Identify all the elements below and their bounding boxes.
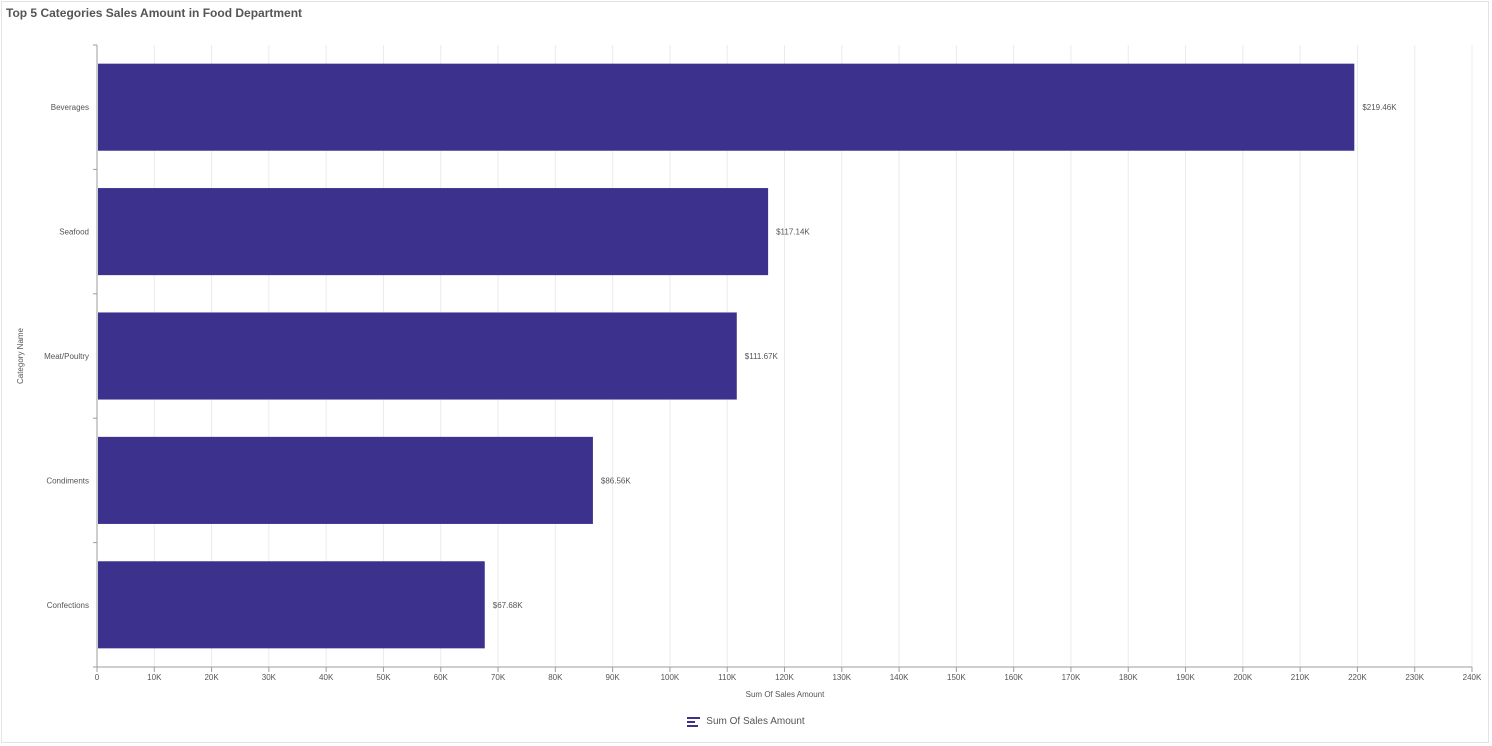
x-tick-label: 50K [376,673,391,682]
x-tick-label: 100K [661,673,680,682]
x-tick-label: 200K [1233,673,1252,682]
bars-layer [98,63,1355,649]
legend[interactable]: Sum Of Sales Amount [0,716,1492,727]
x-tick-label: 0 [95,673,100,682]
data-label: $111.67K [745,352,779,361]
bar [98,436,593,524]
category-label: Meat/Poultry [44,352,89,361]
x-tick-label: 120K [775,673,794,682]
y-axis-title: Category Name [16,327,25,384]
x-tick-label: 10K [147,673,162,682]
x-tick-label: 30K [262,673,277,682]
category-label: Confections [47,601,89,610]
x-tick-label: 70K [491,673,506,682]
bar [98,312,737,400]
x-tick-label: 220K [1348,673,1367,682]
axis-layer: 0 10K 20K 30K 40K 50K 60K 70K 80K 90K 100K 110K 120K… [93,44,1482,682]
bar [98,188,769,276]
x-tick-label: 20K [204,673,219,682]
x-tick-label: 60K [434,673,449,682]
x-tick-label: 40K [319,673,334,682]
x-tick-label: 160K [1004,673,1023,682]
category-label: Seafood [59,228,89,237]
x-tick-label: 240K [1463,673,1482,682]
bar [98,561,485,649]
bar-series-icon [687,716,701,727]
bar-chart: 0 10K 20K 30K 40K 50K 60K 70K 80K 90K 100K 110K 120K… [16,44,1482,699]
x-tick-label: 180K [1119,673,1138,682]
data-label: $117.14K [776,228,810,237]
x-tick-label: 110K [718,673,737,682]
x-tick-label: 170K [1062,673,1081,682]
data-label: $219.46K [1362,103,1397,112]
bar [98,63,1355,151]
chart-title: Top 5 Categories Sales Amount in Food De… [6,6,303,20]
category-label: Beverages [51,103,89,112]
data-label: $86.56K [601,476,631,485]
x-tick-label: 80K [548,673,563,682]
x-tick-label: 140K [890,673,909,682]
x-tick-label: 230K [1405,673,1424,682]
x-tick-label: 90K [606,673,621,682]
data-label: $67.68K [493,601,523,610]
x-tick-label: 210K [1291,673,1310,682]
category-label: Condiments [46,476,89,485]
x-tick-label: 130K [832,673,851,682]
labels-layer: Beverages $219.46K Seafood $117.14K Meat/Pou… [44,103,1397,610]
x-axis-title: Sum Of Sales Amount [746,690,825,699]
x-tick-label: 150K [947,673,966,682]
x-tick-label: 190K [1176,673,1195,682]
legend-label: Sum Of Sales Amount [706,716,805,727]
